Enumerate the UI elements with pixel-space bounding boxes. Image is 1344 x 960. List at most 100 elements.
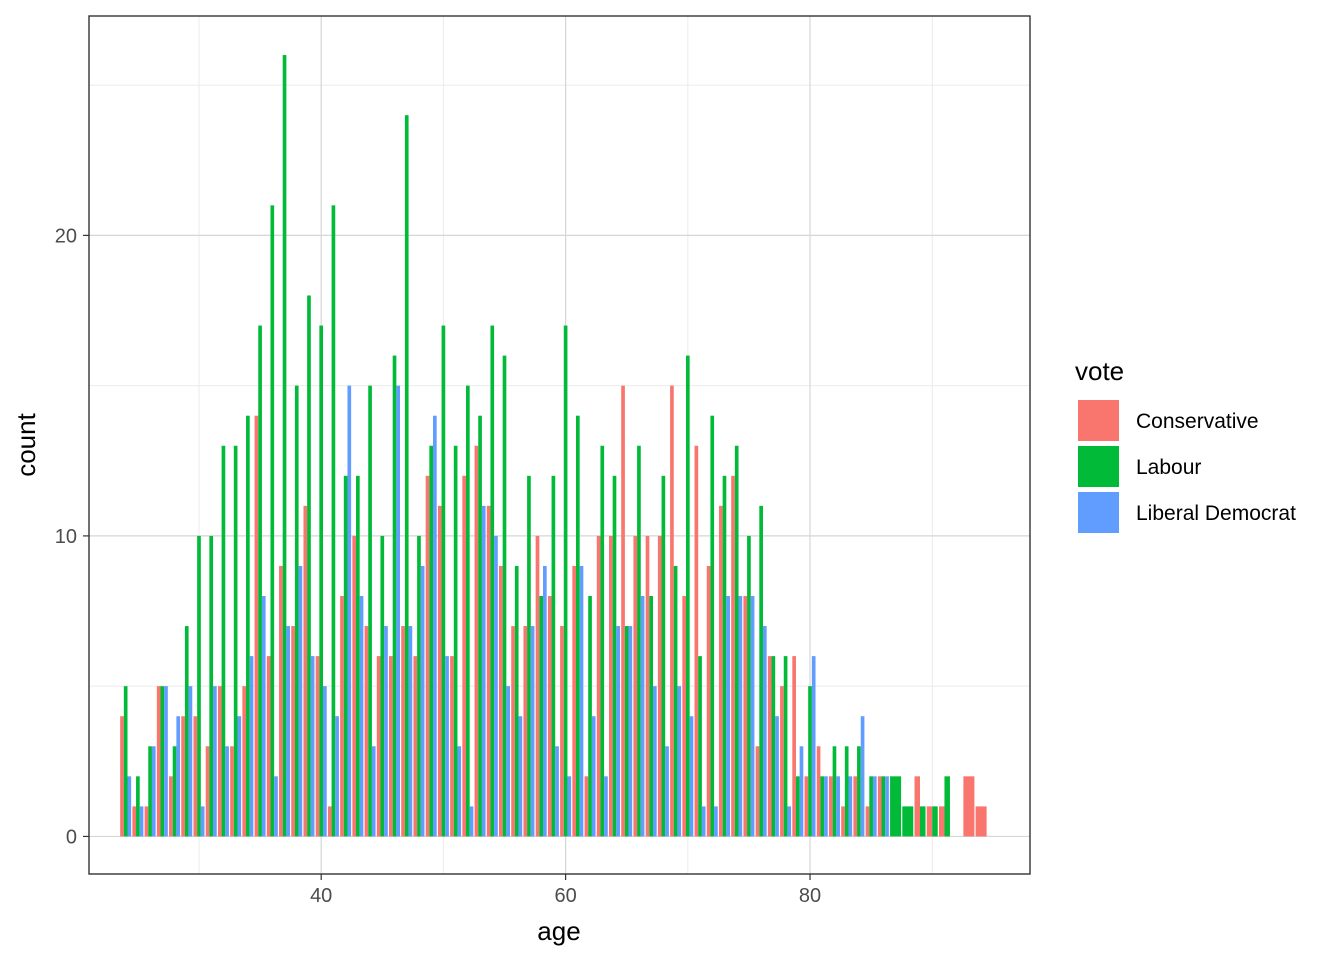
bar-liberal-democrat-age-46: [396, 385, 401, 837]
bar-conservative-age-93: [963, 776, 975, 837]
legend-label-liberal-democrat: Liberal Democrat: [1136, 502, 1296, 525]
bar-labour-age-80: [808, 686, 812, 837]
bar-liberal-democrat-age-30: [200, 806, 205, 837]
bar-labour-age-34: [246, 415, 250, 837]
bar-conservative-age-48: [413, 656, 418, 837]
bar-labour-age-73: [722, 475, 727, 837]
legend-title: vote: [1075, 356, 1124, 386]
bar-liberal-democrat-age-26: [151, 746, 156, 837]
bar-labour-age-28: [172, 746, 177, 837]
bar-conservative-age-36: [266, 656, 271, 837]
bar-liberal-democrat-age-65: [628, 626, 633, 837]
bar-liberal-democrat-age-62: [591, 716, 596, 837]
bar-labour-age-70: [685, 355, 690, 837]
bar-labour-age-59: [551, 475, 556, 837]
bar-labour-age-49: [429, 445, 434, 837]
bar-labour-age-55: [502, 355, 507, 837]
bar-labour-age-39: [307, 295, 311, 837]
y-tick-label: 20: [55, 225, 77, 247]
bar-conservative-age-51: [450, 656, 454, 837]
bar-liberal-democrat-age-29: [188, 686, 193, 837]
legend-label-labour: Labour: [1136, 456, 1201, 479]
bar-liberal-democrat-age-60: [567, 776, 572, 837]
bar-liberal-democrat-age-53: [481, 505, 486, 837]
bar-labour-age-36: [270, 205, 275, 837]
bar-liberal-democrat-age-70: [689, 716, 694, 837]
y-tick-label: 10: [55, 526, 77, 548]
bar-labour-age-63: [600, 445, 605, 837]
bar-labour-age-26: [148, 746, 152, 837]
legend-label-conservative: Conservative: [1136, 410, 1259, 433]
bar-conservative-age-28: [169, 776, 173, 837]
bar-conservative-age-64: [608, 535, 613, 837]
bar-conservative-age-57: [523, 626, 528, 837]
bar-liberal-democrat-age-48: [420, 565, 425, 837]
bar-liberal-democrat-age-36: [274, 776, 278, 837]
bar-labour-age-57: [527, 475, 531, 837]
bar-liberal-democrat-age-66: [640, 596, 645, 837]
bar-liberal-democrat-age-25: [139, 806, 144, 837]
bar-labour-age-32: [221, 445, 226, 837]
bar-conservative-age-80: [804, 776, 809, 837]
x-tick-label: 60: [554, 885, 576, 907]
bar-labour-age-42: [343, 475, 348, 837]
bar-labour-age-29: [184, 626, 189, 837]
bar-liberal-democrat-age-64: [616, 626, 620, 837]
bar-labour-age-87: [890, 776, 902, 837]
bar-liberal-democrat-age-80: [811, 656, 816, 837]
bar-labour-age-38: [294, 385, 299, 837]
bar-labour-age-58: [539, 596, 544, 837]
bar-labour-age-53: [478, 415, 482, 837]
bars: [120, 55, 987, 837]
bar-labour-age-41: [331, 205, 336, 837]
bar-liberal-democrat-age-38: [298, 565, 303, 837]
bar-conservative-age-46: [389, 656, 393, 837]
bar-conservative-age-42: [340, 596, 344, 837]
bar-labour-age-43: [356, 475, 360, 837]
bar-conservative-age-86: [877, 776, 882, 837]
bar-liberal-democrat-age-55: [506, 686, 511, 837]
bar-conservative-age-67: [645, 535, 650, 837]
bar-conservative-age-82: [828, 776, 833, 837]
y-tick-label: 0: [66, 826, 77, 848]
bar-liberal-democrat-age-73: [726, 596, 730, 837]
bar-liberal-democrat-age-45: [384, 626, 388, 837]
bar-conservative-age-90: [926, 806, 933, 837]
bar-liberal-democrat-age-33: [237, 716, 242, 837]
bar-liberal-democrat-age-74: [738, 596, 743, 837]
bar-liberal-democrat-age-72: [714, 806, 718, 837]
y-axis-title: count: [11, 412, 41, 476]
legend-key-liberal-democrat: [1076, 490, 1121, 535]
x-tick-label: 40: [310, 885, 332, 907]
bar-liberal-democrat-age-68: [665, 746, 669, 837]
bar-labour-age-83: [844, 746, 849, 837]
bar-labour-age-90: [932, 806, 938, 837]
bar-labour-age-85: [869, 776, 873, 837]
bar-conservative-age-65: [621, 385, 625, 837]
bar-liberal-democrat-age-37: [286, 626, 291, 837]
bar-conservative-age-58: [535, 535, 540, 837]
bar-labour-age-25: [136, 776, 140, 837]
bar-labour-age-77: [771, 656, 776, 837]
bar-liberal-democrat-age-77: [775, 716, 779, 837]
bar-labour-age-27: [160, 686, 165, 837]
bar-liberal-democrat-age-71: [701, 806, 706, 837]
bar-conservative-age-62: [584, 776, 589, 837]
bar-labour-age-72: [710, 415, 715, 837]
bar-conservative-age-71: [694, 445, 699, 837]
bar-labour-age-46: [392, 355, 397, 837]
bar-conservative-age-27: [156, 686, 161, 837]
bar-labour-age-75: [747, 535, 751, 837]
bar-liberal-democrat-age-85: [872, 776, 877, 837]
bar-conservative-age-70: [682, 596, 686, 837]
bar-conservative-age-81: [816, 746, 821, 837]
bar-labour-age-30: [197, 535, 201, 837]
bar-conservative-age-29: [181, 716, 185, 837]
bar-liberal-democrat-age-57: [530, 626, 535, 837]
bar-conservative-age-41: [327, 806, 332, 837]
bar-liberal-democrat-age-59: [555, 746, 559, 837]
bar-conservative-age-33: [230, 746, 234, 837]
bar-labour-age-52: [466, 385, 470, 837]
legend: vote Conservative Labour Liberal Democrat: [1075, 356, 1296, 535]
